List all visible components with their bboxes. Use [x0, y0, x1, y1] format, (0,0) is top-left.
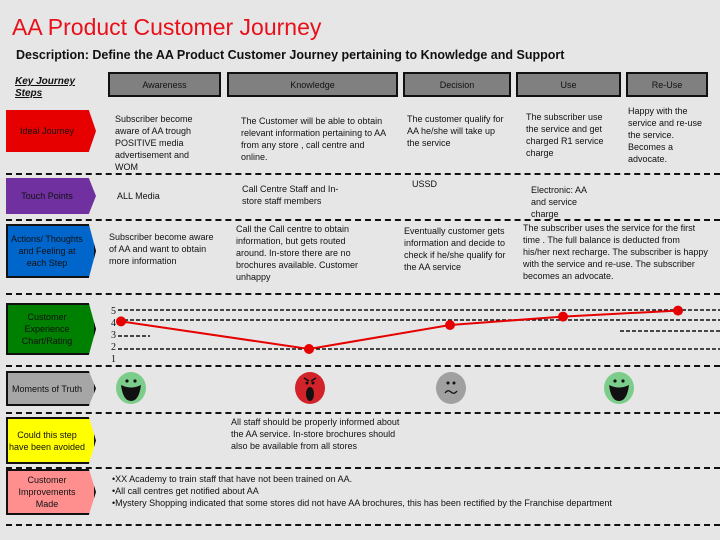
row-label-touch-points: Touch Points [6, 178, 96, 214]
avoided-text: All staff should be properly informed ab… [231, 417, 400, 451]
touch-decision: USSD [412, 179, 438, 189]
y-tick: 2 [111, 342, 116, 353]
ideal-re-use: Happy with the service and re-use the se… [628, 106, 703, 164]
divider [6, 524, 720, 526]
row-label-actions: Actions/ Thoughts and Feeling at each St… [6, 224, 96, 278]
step-knowledge: Knowledge [227, 72, 398, 97]
ideal-decision: The customer qualify for AA he/she will … [407, 114, 504, 148]
label-line: Key Journey [15, 76, 76, 87]
ideal-awareness: Subscriber become aware of AA trough POS… [115, 114, 193, 172]
rating-point [445, 320, 455, 330]
rating-point [673, 305, 683, 316]
neutral-face-icon [436, 372, 466, 404]
actions-awareness: Subscriber become aware of AA and want t… [109, 232, 214, 266]
ideal-use: The subscriber use the service and get c… [526, 112, 604, 158]
label-line: Steps [15, 88, 43, 99]
ideal-knowledge: The Customer will be able to obtain rele… [241, 116, 386, 162]
divider [6, 412, 720, 414]
row-label-moments: Moments of Truth [6, 371, 96, 406]
actions-knowledge: Call the Call centre to obtain informati… [236, 224, 359, 282]
angry-face-icon [295, 372, 325, 404]
y-tick: 5 [111, 306, 116, 317]
actions-decision: Eventually customer gets information and… [404, 226, 506, 272]
rating-point [558, 311, 568, 322]
improvement-item: •All call centres get notified about AA [112, 486, 259, 496]
y-tick: 1 [111, 354, 116, 365]
divider [6, 467, 720, 469]
divider [6, 365, 720, 367]
row-label-experience: Customer Experience Chart/Rating [6, 303, 96, 355]
rating-point [116, 316, 126, 327]
y-axis-ticks: 5 4 3 2 1 [111, 306, 116, 366]
happy-face-icon [116, 372, 146, 404]
step-re-use: Re-Use [626, 72, 708, 97]
page-title: AA Product Customer Journey [12, 14, 322, 40]
rating-point [304, 344, 314, 354]
touch-use: Electronic: AA and service charge [531, 185, 587, 219]
key-journey-steps-label: Key Journey Steps [15, 76, 75, 100]
improvement-item: •Mystery Shopping indicated that some st… [112, 498, 612, 508]
happy-face-icon [604, 372, 634, 404]
divider [6, 293, 720, 295]
row-label-avoided: Could this step have been avoided [6, 417, 96, 464]
y-tick: 3 [111, 330, 116, 341]
improvement-item: •XX Academy to train staff that have not… [112, 474, 353, 484]
y-tick: 4 [111, 318, 116, 329]
row-label-improvements: Customer Improvements Made [6, 469, 96, 515]
improvements-list: •XX Academy to train staff that have not… [112, 473, 712, 509]
step-decision: Decision [403, 72, 511, 97]
divider [6, 173, 720, 175]
touch-awareness: ALL Media [117, 191, 160, 201]
step-awareness: Awareness [108, 72, 221, 97]
row-label-ideal-journey: Ideal Journey [6, 110, 96, 152]
description: Description: Define the AA Product Custo… [16, 48, 565, 62]
actions-use-reuse: The subscriber uses the service for the … [523, 223, 708, 281]
divider [6, 219, 720, 221]
step-use: Use [516, 72, 621, 97]
touch-knowledge: Call Centre Staff and In-store staff mem… [242, 184, 339, 206]
